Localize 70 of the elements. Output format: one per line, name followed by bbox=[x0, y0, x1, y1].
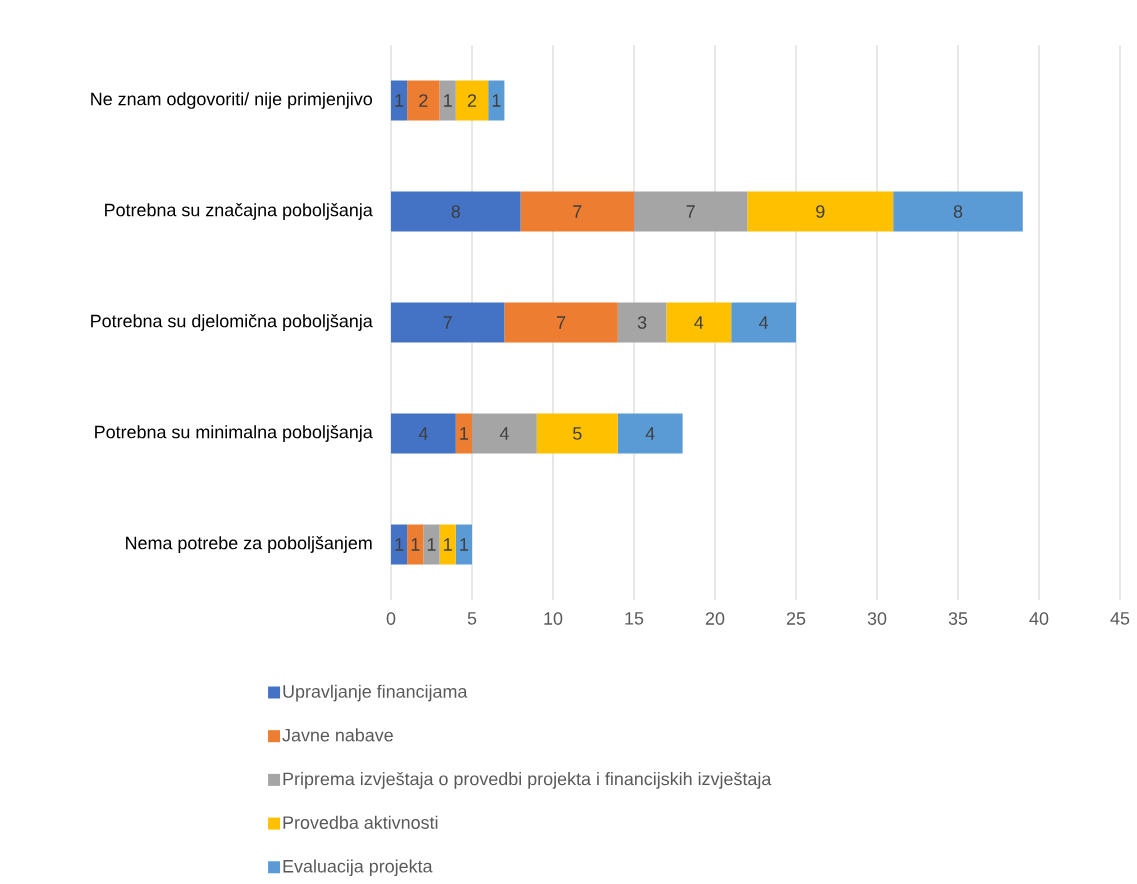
bar bbox=[423, 524, 440, 565]
data-label: 9 bbox=[816, 205, 825, 218]
bar bbox=[893, 191, 1023, 232]
data-label: 8 bbox=[451, 205, 461, 218]
legend-label: Upravljanje financijama bbox=[283, 684, 468, 702]
data-label: 4 bbox=[759, 316, 769, 329]
data-label: 1 bbox=[492, 94, 501, 107]
data-label: 8 bbox=[953, 205, 963, 218]
bar bbox=[391, 524, 408, 565]
data-label: 3 bbox=[637, 316, 647, 329]
bar bbox=[391, 80, 408, 121]
bar bbox=[455, 80, 489, 121]
data-label: 4 bbox=[418, 427, 428, 440]
bar bbox=[455, 413, 472, 454]
bar bbox=[391, 302, 505, 343]
bar bbox=[634, 191, 748, 232]
legend-label: Javne nabave bbox=[282, 728, 393, 742]
bar bbox=[504, 302, 618, 343]
data-label: 1 bbox=[427, 538, 436, 551]
bar bbox=[731, 302, 796, 343]
bar bbox=[666, 302, 732, 343]
x-tick-label: 45 bbox=[1110, 612, 1130, 625]
x-tick-label: 20 bbox=[705, 612, 725, 625]
bar bbox=[391, 191, 521, 232]
bar bbox=[617, 413, 683, 454]
x-tick-label: 30 bbox=[867, 612, 887, 625]
x-tick-label: 5 bbox=[467, 612, 477, 625]
y-tick-label: Potrebna su djelomična poboljšanja bbox=[91, 314, 373, 331]
data-label: 2 bbox=[467, 94, 477, 107]
data-label: 4 bbox=[694, 316, 704, 329]
data-label: 1 bbox=[411, 538, 420, 551]
y-tick-label: Nema potrebe za poboljšanjem bbox=[126, 536, 372, 553]
data-label: 1 bbox=[395, 94, 404, 107]
data-label: 7 bbox=[573, 205, 582, 218]
data-label: 5 bbox=[573, 427, 582, 440]
bar bbox=[455, 524, 472, 565]
legend-label: Priprema izvještaja o provedbi projekta i financijskih izvještaja bbox=[283, 772, 772, 789]
y-tick-label: Ne znam odgovoriti/ nije primjenjivo bbox=[91, 92, 372, 109]
bar bbox=[439, 80, 456, 121]
bar bbox=[488, 80, 505, 121]
x-tick-label: 25 bbox=[786, 612, 806, 625]
bar bbox=[536, 413, 618, 454]
x-tick-label: 0 bbox=[386, 612, 396, 625]
x-tick-label: 15 bbox=[625, 612, 644, 625]
bar bbox=[407, 80, 440, 121]
legend-label: Provedba aktivnosti bbox=[283, 815, 438, 829]
bar bbox=[407, 524, 424, 565]
x-tick-label: 40 bbox=[1029, 612, 1049, 625]
bar bbox=[520, 191, 634, 232]
data-label: 4 bbox=[645, 427, 655, 440]
data-label: 1 bbox=[395, 538, 404, 551]
bar bbox=[472, 413, 537, 454]
x-tick-label: 10 bbox=[544, 612, 563, 625]
y-tick-label: Potrebna su minimalna poboljšanja bbox=[95, 425, 373, 442]
data-label: 4 bbox=[499, 427, 509, 440]
data-label: 7 bbox=[443, 316, 452, 329]
data-label: 1 bbox=[460, 538, 469, 551]
bar bbox=[747, 191, 894, 232]
data-label: 1 bbox=[460, 427, 469, 440]
bar bbox=[439, 524, 456, 565]
data-label: 7 bbox=[686, 205, 695, 218]
bar bbox=[391, 413, 456, 454]
data-label: 1 bbox=[444, 94, 452, 107]
data-label: 7 bbox=[557, 316, 566, 329]
y-tick-label: Potrebna su značajna poboljšanja bbox=[105, 203, 373, 220]
x-tick-label: 35 bbox=[948, 612, 968, 625]
data-label: 2 bbox=[419, 94, 428, 107]
data-label: 1 bbox=[444, 538, 452, 551]
bar bbox=[617, 302, 667, 343]
legend-label: Evaluacija projekta bbox=[283, 859, 433, 877]
